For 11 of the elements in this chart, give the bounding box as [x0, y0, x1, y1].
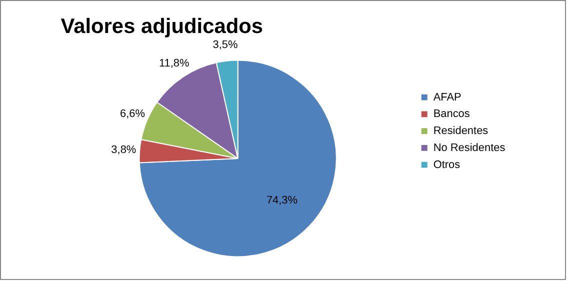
- data-label: 74,3%: [266, 194, 298, 207]
- data-label: 3,5%: [212, 39, 238, 52]
- chart-title: Valores adjudicados: [60, 15, 264, 38]
- data-label: 3,8%: [111, 144, 136, 156]
- legend-label: Residentes: [433, 125, 489, 138]
- legend-label: No Residentes: [433, 142, 506, 154]
- legend-label: AFAP: [433, 91, 462, 104]
- data-label: 11,8%: [158, 58, 190, 70]
- data-label: 6,6%: [120, 108, 146, 120]
- legend-label: Bancos: [433, 108, 470, 120]
- legend-label: Otros: [433, 158, 461, 171]
